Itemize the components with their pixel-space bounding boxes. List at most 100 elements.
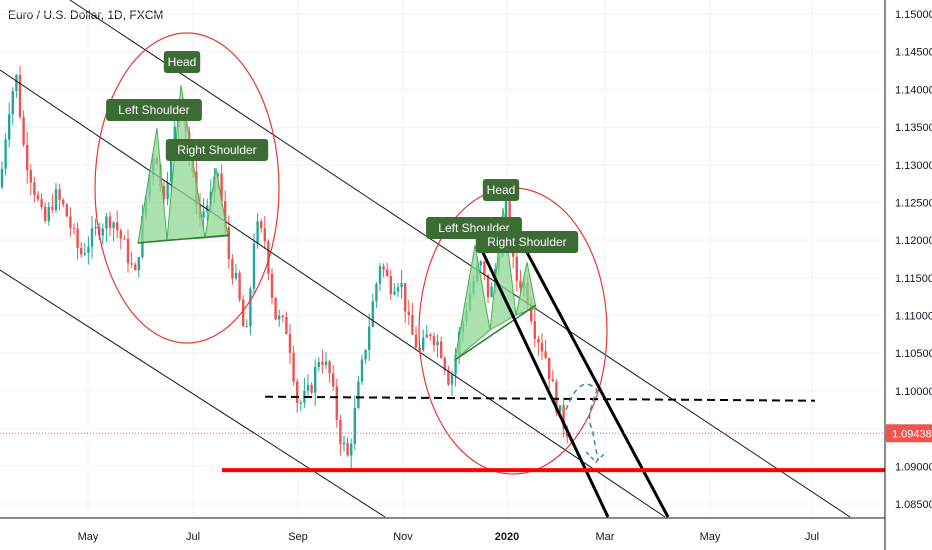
candle-body bbox=[314, 367, 317, 393]
pattern-head-2 bbox=[489, 207, 517, 331]
time-tick-label: May bbox=[700, 531, 721, 543]
annotation-label: Head bbox=[163, 51, 201, 73]
candle-body bbox=[317, 361, 320, 368]
candle-body bbox=[519, 280, 522, 289]
drawings bbox=[0, 0, 885, 518]
price-axis[interactable]: 1.15000 1.14500 1.14000 1.13500 1.13000 1.125… bbox=[884, 0, 932, 550]
candle-body bbox=[425, 334, 428, 338]
candle-body bbox=[310, 385, 313, 393]
candle-body bbox=[238, 272, 241, 300]
time-tick-label: May bbox=[78, 531, 99, 543]
annotation-text: Left Shoulder bbox=[118, 103, 189, 117]
candle-body bbox=[278, 315, 281, 320]
candle-body bbox=[220, 173, 223, 202]
candle-body bbox=[414, 334, 418, 348]
candle-body bbox=[407, 311, 410, 315]
candle-body bbox=[533, 321, 536, 340]
grid bbox=[0, 0, 885, 518]
candle-body bbox=[515, 256, 518, 281]
last-price-tag-bg bbox=[886, 424, 932, 443]
candle-body bbox=[371, 301, 374, 327]
candle-body bbox=[267, 241, 270, 274]
candle-body bbox=[288, 333, 292, 353]
candle-body bbox=[231, 258, 234, 279]
candle-body bbox=[375, 283, 378, 302]
candle-body bbox=[339, 419, 342, 445]
candle-body bbox=[555, 381, 558, 413]
candle-body bbox=[173, 126, 176, 150]
candle-body bbox=[62, 199, 65, 205]
candle-body bbox=[80, 248, 83, 255]
channel-line bbox=[0, 269, 386, 518]
candle-body bbox=[396, 287, 400, 292]
candle-body bbox=[436, 341, 439, 345]
candle-body bbox=[227, 227, 230, 259]
time-tick-label: Nov bbox=[393, 531, 413, 543]
candle-body bbox=[4, 139, 7, 169]
candle-body bbox=[432, 336, 436, 345]
time-tick-label: Mar bbox=[596, 531, 615, 543]
candle-body bbox=[206, 205, 209, 212]
candle-body bbox=[296, 381, 299, 403]
time-tick-label: 2020 bbox=[495, 531, 519, 543]
candle-body bbox=[116, 222, 119, 231]
candle-body bbox=[292, 352, 295, 382]
annotation-bg bbox=[165, 139, 269, 161]
candle-body bbox=[548, 357, 551, 380]
annotation-label: Right Shoulder bbox=[165, 139, 269, 161]
candle-body bbox=[22, 116, 25, 145]
candle-body bbox=[324, 361, 328, 366]
candle-body bbox=[119, 230, 122, 239]
candle-body bbox=[58, 189, 61, 200]
price-tick-label: 1.15000 bbox=[895, 9, 932, 21]
candle-body bbox=[544, 351, 547, 358]
candle-body bbox=[274, 297, 277, 320]
price-tick-label: 1.10500 bbox=[895, 348, 932, 360]
candle-body bbox=[342, 442, 346, 445]
price-tick-label: 1.14000 bbox=[895, 84, 932, 96]
candle-body bbox=[65, 204, 68, 217]
candle-body bbox=[256, 221, 259, 244]
candle-body bbox=[393, 291, 396, 295]
candle-body bbox=[170, 149, 173, 183]
candle-body bbox=[429, 334, 432, 337]
candle-body bbox=[40, 199, 43, 207]
candle-body bbox=[54, 189, 58, 210]
candle-body bbox=[551, 379, 554, 382]
candle-body bbox=[483, 261, 486, 275]
candle-body bbox=[252, 243, 256, 289]
neckline-2 bbox=[454, 304, 537, 361]
time-tick-label: Jul bbox=[186, 531, 200, 543]
chart-title: Euro / U.S. Dollar, 1D, FXCM bbox=[8, 8, 164, 22]
candle-body bbox=[260, 221, 263, 229]
candle-body bbox=[404, 283, 407, 312]
price-tick-label: 1.14500 bbox=[895, 47, 932, 59]
candle-body bbox=[486, 274, 490, 297]
candle-body bbox=[224, 201, 227, 228]
candle-body bbox=[440, 341, 443, 358]
candle-body bbox=[29, 170, 32, 183]
candle-body bbox=[47, 206, 50, 221]
pattern-left-shoulder-1 bbox=[137, 127, 168, 244]
candle-body bbox=[216, 173, 220, 177]
candle-body bbox=[504, 201, 508, 225]
candle-body bbox=[8, 114, 11, 140]
annotation-bg bbox=[482, 179, 520, 201]
candle-body bbox=[87, 246, 90, 253]
candle-body bbox=[76, 228, 79, 249]
last-price-tag-label: 1.09438 bbox=[892, 428, 932, 440]
candle-body bbox=[270, 273, 274, 298]
channel-line bbox=[0, 69, 666, 518]
projection-path bbox=[565, 383, 599, 461]
price-tick-label: 1.10000 bbox=[895, 386, 932, 398]
candle-body bbox=[479, 261, 482, 266]
candle-body bbox=[422, 337, 425, 350]
candle-body bbox=[108, 216, 112, 229]
time-tick-label: Jul bbox=[805, 531, 819, 543]
candle-body bbox=[353, 407, 356, 444]
time-axis[interactable]: May Jul Sep Nov 2020 Mar May Jul bbox=[0, 517, 885, 543]
candle-body bbox=[530, 304, 533, 322]
candle-body bbox=[447, 370, 450, 385]
